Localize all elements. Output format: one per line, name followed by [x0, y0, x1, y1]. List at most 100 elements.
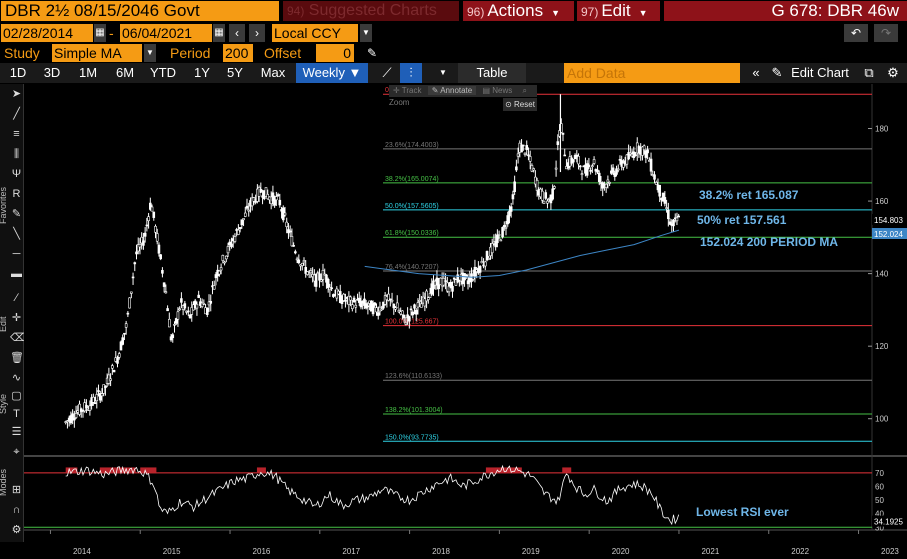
- price-candle-body: [218, 270, 221, 275]
- edit-menu[interactable]: 97) Edit ▼: [577, 1, 660, 21]
- crosshair-icon[interactable]: ⌖: [13, 446, 20, 458]
- price-candle-body: [499, 239, 503, 242]
- magnet-icon[interactable]: ∩: [12, 504, 21, 516]
- range-max[interactable]: Max: [260, 65, 286, 80]
- gear-icon[interactable]: ⚙: [11, 524, 22, 536]
- price-candle-body: [92, 396, 95, 403]
- x-tick-label: 2015: [163, 547, 181, 556]
- line-tool-icon[interactable]: ╱: [13, 108, 20, 120]
- price-candle-body: [330, 287, 333, 290]
- actions-menu[interactable]: 96) Actions ▼: [463, 1, 574, 21]
- range-6m[interactable]: 6M: [115, 65, 135, 80]
- price-candle-body: [245, 205, 249, 209]
- price-candle-body: [497, 234, 501, 236]
- price-candle-body: [387, 293, 390, 301]
- range-1m[interactable]: 1M: [78, 65, 98, 80]
- currency-select[interactable]: Local CCY: [272, 24, 358, 42]
- reset-button[interactable]: ⊙ Reset: [503, 98, 537, 111]
- price-candle-body: [616, 168, 620, 171]
- dropdown-caret-icon[interactable]: ▼: [360, 24, 372, 42]
- eraser-icon[interactable]: ⌫: [10, 332, 26, 344]
- price-candle-body: [104, 385, 107, 389]
- fib-level-label: 50.0%(157.5605): [385, 203, 439, 210]
- price-candle-body: [71, 413, 74, 421]
- price-candle-body: [542, 200, 546, 204]
- wave-icon[interactable]: ∿: [11, 372, 22, 384]
- annotate-tab[interactable]: ✎ Annotate: [427, 86, 477, 95]
- list-icon[interactable]: ☰: [11, 426, 22, 438]
- pencil-icon[interactable]: ✎: [366, 46, 378, 60]
- text-icon[interactable]: T: [13, 408, 20, 420]
- dropdown-caret-icon[interactable]: ▼: [144, 44, 156, 62]
- add-data-input[interactable]: Add Data: [564, 63, 740, 83]
- suggested-charts-menu[interactable]: 94) Suggested Charts: [283, 1, 459, 21]
- box-icon[interactable]: ▢: [11, 390, 22, 402]
- end-date-field[interactable]: 06/04/2021: [120, 24, 212, 42]
- study-select[interactable]: Simple MA: [52, 44, 142, 62]
- undo-icon[interactable]: ↶: [844, 24, 868, 42]
- channel-tool-icon[interactable]: ⫼: [13, 148, 20, 160]
- price-candle-body: [325, 274, 328, 283]
- price-candle-body: [221, 255, 225, 261]
- range-3d[interactable]: 3D: [43, 65, 61, 80]
- move-icon[interactable]: ✛: [11, 312, 22, 324]
- fib-tool-icon[interactable]: ≡: [13, 128, 20, 140]
- price-candle-body: [675, 217, 679, 222]
- ray-icon[interactable]: ╲: [13, 228, 20, 240]
- price-chart[interactable]: 0.0%(189.454)23.6%(174.4003)38.2%(165.00…: [24, 84, 907, 559]
- price-candle-body: [572, 159, 575, 163]
- hline-icon[interactable]: ─: [12, 248, 21, 260]
- calendar-icon[interactable]: ▦: [213, 24, 225, 42]
- cursor-icon[interactable]: ➤: [11, 88, 22, 100]
- price-candle-body: [302, 260, 306, 263]
- price-candle-body: [319, 279, 323, 282]
- redo-icon[interactable]: ↷: [874, 24, 898, 42]
- price-candle-body: [147, 216, 150, 222]
- track-tab[interactable]: ✛ Track: [393, 86, 422, 95]
- settings-icon[interactable]: ⚙: [887, 65, 899, 80]
- start-date-field[interactable]: 02/28/2014: [1, 24, 93, 42]
- news-tab[interactable]: ▤ News: [482, 86, 513, 95]
- security-field[interactable]: DBR 2½ 08/15/2046 Govt: [1, 1, 279, 21]
- frequency-select[interactable]: Weekly ▼: [296, 63, 368, 83]
- offset-input[interactable]: 0: [316, 44, 354, 62]
- chart-toolbar: 1D 3D 1M 6M YTD 1Y 5Y Max Weekly ▼ ⟋ ⫶ ▼…: [0, 63, 907, 83]
- collapse-icon[interactable]: «: [752, 65, 760, 80]
- rect-icon[interactable]: ▬: [11, 268, 22, 280]
- next-arrow-icon[interactable]: ›: [249, 24, 265, 42]
- range-ytd[interactable]: YTD: [150, 65, 176, 80]
- edit-box-icon[interactable]: ⧉: [864, 65, 874, 80]
- grid-icon[interactable]: ⊞: [11, 484, 22, 496]
- range-5y[interactable]: 5Y: [227, 65, 243, 80]
- period-input[interactable]: 200: [223, 44, 253, 62]
- actions-label: Actions: [487, 1, 544, 20]
- bar-chart-icon[interactable]: ⫶: [400, 63, 422, 83]
- range-1y[interactable]: 1Y: [194, 65, 210, 80]
- edit-side-label: Edit: [0, 316, 8, 332]
- prev-arrow-icon[interactable]: ‹: [229, 24, 245, 42]
- price-candle-body: [93, 402, 97, 404]
- trash-icon[interactable]: 🗑: [10, 352, 24, 364]
- range-1d[interactable]: 1D: [9, 65, 27, 80]
- price-candle-body: [672, 219, 675, 227]
- price-candle-body: [116, 357, 119, 364]
- last-ma-flag-bg: [872, 228, 907, 240]
- table-button[interactable]: Table: [458, 63, 526, 83]
- retracement-icon[interactable]: R: [12, 188, 21, 200]
- calendar-icon[interactable]: ▦: [94, 24, 106, 42]
- pen-icon[interactable]: ✎: [11, 208, 22, 220]
- edit-chart-button[interactable]: Edit Chart: [791, 65, 849, 80]
- price-candle-body: [128, 297, 131, 309]
- price-candle-body: [112, 370, 116, 373]
- price-candle-body: [174, 318, 178, 324]
- pencil-icon[interactable]: ✎: [771, 65, 783, 80]
- price-candle-body: [592, 159, 596, 164]
- price-candle-body: [124, 323, 128, 328]
- price-candle-body: [155, 233, 159, 242]
- draw-icon[interactable]: ∕: [15, 292, 18, 304]
- chart-type-caret-icon[interactable]: ▼: [439, 68, 447, 77]
- line-chart-icon[interactable]: ⟋: [382, 65, 392, 80]
- price-candle-body: [338, 291, 342, 303]
- pitchfork-icon[interactable]: Ψ: [11, 168, 22, 180]
- zoom-tab[interactable]: ⌕ Zoom: [389, 86, 527, 107]
